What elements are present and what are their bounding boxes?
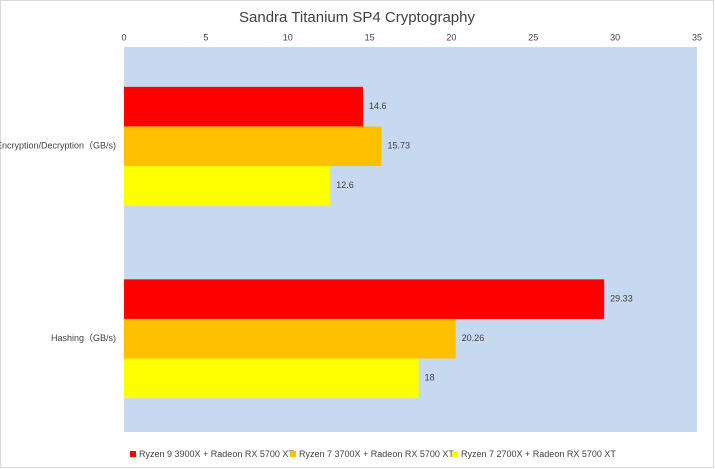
legend-swatch	[452, 451, 458, 457]
x-tick-label: 35	[692, 32, 702, 42]
legend-label: Ryzen 7 3700X + Radeon RX 5700 XT	[299, 449, 454, 459]
data-label: 29.33	[610, 294, 633, 304]
y-tick-label: Hashing（GB/s)	[51, 333, 116, 343]
data-label: 20.26	[462, 333, 485, 343]
legend-label: Ryzen 9 3900X + Radeon RX 5700 XT	[139, 449, 294, 459]
x-tick-label: 25	[528, 32, 538, 42]
data-label: 12.6	[336, 180, 354, 190]
x-tick-label: 0	[121, 32, 126, 42]
bar	[124, 86, 364, 127]
x-tick-label: 10	[283, 32, 293, 42]
x-tick-label: 15	[365, 32, 375, 42]
x-tick-label: 30	[610, 32, 620, 42]
bar	[124, 358, 419, 399]
legend-swatch	[130, 451, 136, 457]
data-label: 18	[425, 373, 435, 383]
legend-swatch	[290, 451, 296, 457]
data-label: 15.73	[388, 141, 411, 151]
legend-label: Ryzen 7 2700X + Radeon RX 5700 XT	[461, 449, 616, 459]
x-tick-label: 5	[203, 32, 208, 42]
x-tick-label: 20	[446, 32, 456, 42]
bar	[124, 166, 331, 206]
bar	[124, 126, 382, 167]
bar	[124, 318, 456, 359]
y-tick-label: Encryption/Decryption（GB/s)	[0, 141, 116, 151]
bar	[124, 279, 605, 319]
chart-title: Sandra Titanium SP4 Cryptography	[239, 9, 475, 26]
data-label: 14.6	[369, 101, 387, 111]
